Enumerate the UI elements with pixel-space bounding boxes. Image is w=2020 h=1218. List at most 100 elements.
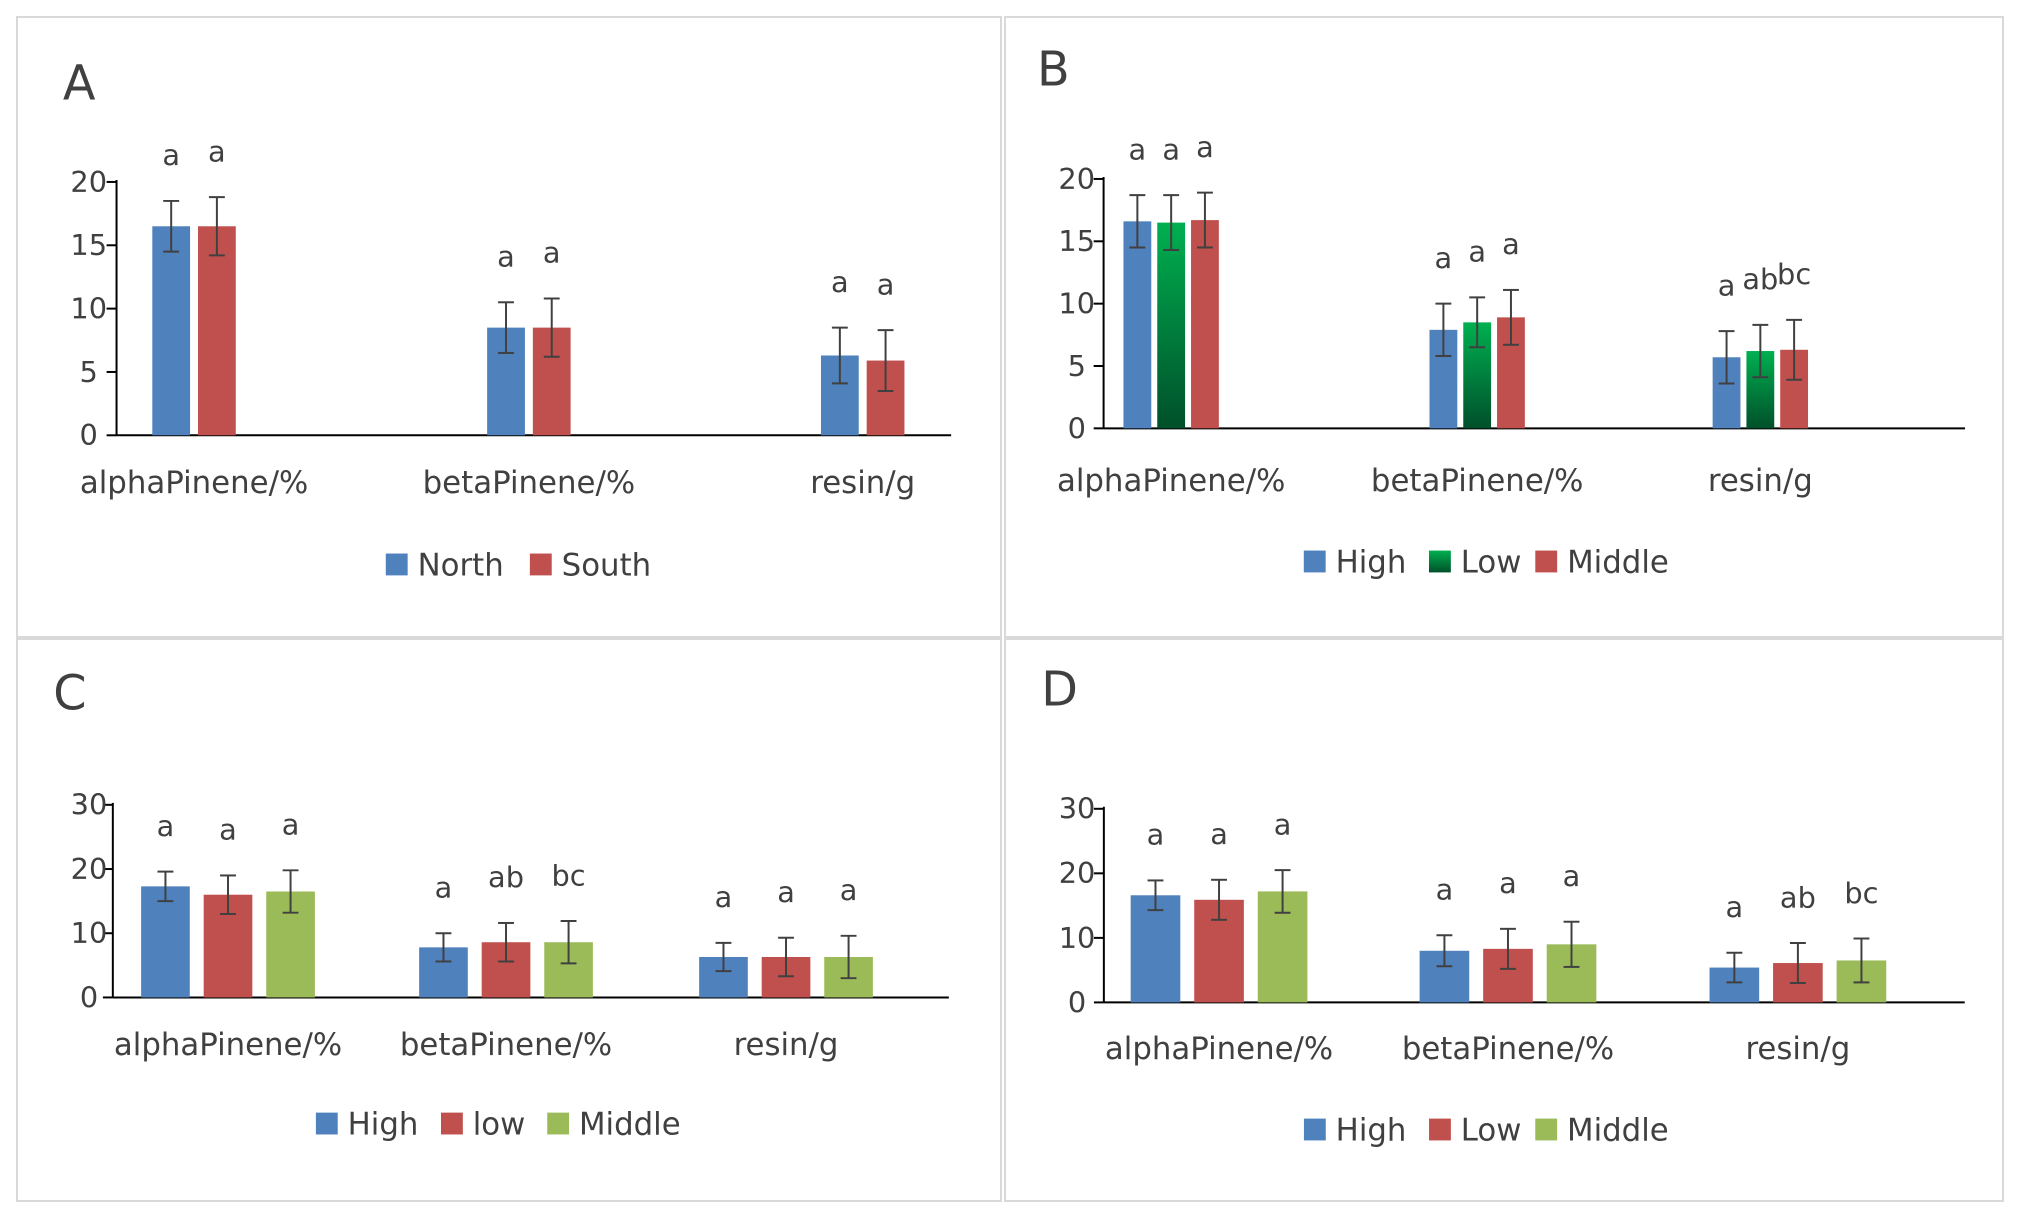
y-tick-label: 20 [71, 852, 108, 886]
significance-label: a [1502, 227, 1520, 261]
legend-swatch [1535, 1118, 1558, 1141]
panel-letter: C [53, 667, 86, 722]
legend-swatch [529, 553, 552, 576]
y-tick-label: 0 [80, 418, 98, 452]
significance-label: a [1468, 235, 1486, 269]
bar [152, 226, 191, 436]
legend-swatch [440, 1112, 463, 1135]
legend-swatch [1429, 1118, 1451, 1141]
significance-label: a [1196, 130, 1214, 164]
significance-label: a [435, 870, 453, 904]
category-label: betaPinene/% [1402, 1031, 1614, 1067]
significance-label: a [840, 873, 858, 907]
y-tick-label: 0 [80, 980, 98, 1014]
panel-letter: B [1037, 43, 1070, 98]
y-tick-label: 10 [71, 916, 108, 950]
bar [1123, 221, 1152, 429]
significance-label: bc [1844, 876, 1878, 910]
y-tick-label: 15 [1058, 224, 1095, 258]
significance-label: a [1147, 818, 1165, 852]
significance-label: a [1129, 132, 1147, 166]
significance-label: a [1563, 859, 1581, 893]
legend-label: North [418, 547, 504, 583]
significance-label: bc [552, 858, 586, 892]
category-label: betaPinene/% [400, 1027, 612, 1063]
bar [198, 226, 236, 436]
bar [1157, 222, 1186, 429]
significance-label: ab [1780, 880, 1816, 914]
y-tick-label: 0 [1068, 985, 1086, 1019]
legend-swatch [1535, 550, 1558, 573]
legend-swatch [1303, 550, 1326, 573]
category-label: alphaPinene/% [1105, 1031, 1333, 1067]
panel-letter: A [63, 56, 96, 111]
significance-label: a [777, 875, 795, 909]
chart-panel-a: A 0 5 10 15 20 a a alphaPinene/% a a betaPinene/% a a… [16, 16, 1002, 638]
legend-swatch [1428, 550, 1451, 573]
significance-label: a [1210, 817, 1228, 851]
significance-label: a [715, 880, 733, 914]
category-label: betaPinene/% [1371, 463, 1583, 499]
chart-svg-c: C 0 10 20 30 a a a alphaPinene/% a ab bc betaPinene/… [53, 667, 949, 1142]
legend-label: low [473, 1106, 526, 1142]
legend-label: South [562, 547, 652, 583]
significance-label: a [219, 813, 237, 847]
y-tick-label: 20 [1059, 856, 1096, 890]
chart-svg-d: D 0 10 20 30 a a a alphaPinene/% a a a betaPinene/% a… [1041, 663, 1965, 1148]
y-tick-label: 0 [1068, 411, 1086, 445]
legend-swatch [315, 1112, 338, 1135]
category-label: resin/g [810, 465, 915, 501]
legend-label: Middle [1567, 1112, 1669, 1148]
legend-swatch [547, 1112, 570, 1135]
significance-label: a [1436, 873, 1454, 907]
significance-label: a [497, 240, 515, 274]
y-tick-label: 20 [1058, 162, 1095, 196]
category-label: alphaPinene/% [1057, 463, 1285, 499]
legend-label: Low [1461, 544, 1522, 580]
y-tick-label: 5 [1068, 349, 1086, 383]
significance-label: a [543, 236, 561, 270]
y-tick-label: 15 [70, 228, 107, 262]
bar [141, 886, 190, 998]
legend-label: High [348, 1106, 419, 1142]
y-tick-label: 10 [1058, 287, 1095, 321]
significance-label: a [1499, 866, 1517, 900]
y-tick-label: 30 [71, 788, 108, 822]
legend-label: High [1336, 1112, 1407, 1148]
significance-label: a [162, 138, 180, 172]
bar [1191, 220, 1219, 429]
legend-label: Middle [1567, 544, 1669, 580]
legend-swatch [1303, 1118, 1326, 1141]
panel-letter: D [1041, 663, 1078, 718]
significance-label: a [208, 134, 226, 168]
significance-label: a [1726, 890, 1744, 924]
category-label: resin/g [1745, 1031, 1850, 1067]
legend-swatch [385, 553, 408, 576]
chart-panel-c: C 0 10 20 30 a a a alphaPinene/% a ab bc betaPinene/… [16, 638, 1002, 1202]
significance-label: a [1718, 268, 1736, 302]
significance-label: a [1274, 807, 1292, 841]
category-label: alphaPinene/% [114, 1027, 342, 1063]
y-tick-label: 30 [1059, 792, 1096, 826]
significance-label: a [282, 808, 300, 842]
significance-label: a [831, 265, 849, 299]
chart-panel-b: B 0 5 10 15 20 a a a alphaPinene/% a a a betaPinene/%… [1004, 16, 2004, 638]
category-label: betaPinene/% [423, 465, 635, 501]
bar [1130, 895, 1181, 1003]
y-tick-label: 5 [80, 355, 98, 389]
chart-panel-d: D 0 10 20 30 a a a alphaPinene/% a a a betaPinene/% a… [1004, 638, 2004, 1202]
significance-label: bc [1777, 257, 1811, 291]
legend-label: High [1336, 544, 1407, 580]
category-label: resin/g [734, 1027, 839, 1063]
y-tick-label: 10 [70, 292, 107, 326]
significance-label: a [1162, 132, 1180, 166]
legend-label: Middle [579, 1106, 681, 1142]
y-tick-label: 20 [70, 165, 107, 199]
legend-label: Low [1461, 1112, 1522, 1148]
category-label: resin/g [1708, 463, 1813, 499]
significance-label: a [157, 809, 175, 843]
significance-label: ab [1742, 262, 1778, 296]
y-tick-label: 10 [1059, 921, 1096, 955]
category-label: alphaPinene/% [80, 465, 308, 501]
